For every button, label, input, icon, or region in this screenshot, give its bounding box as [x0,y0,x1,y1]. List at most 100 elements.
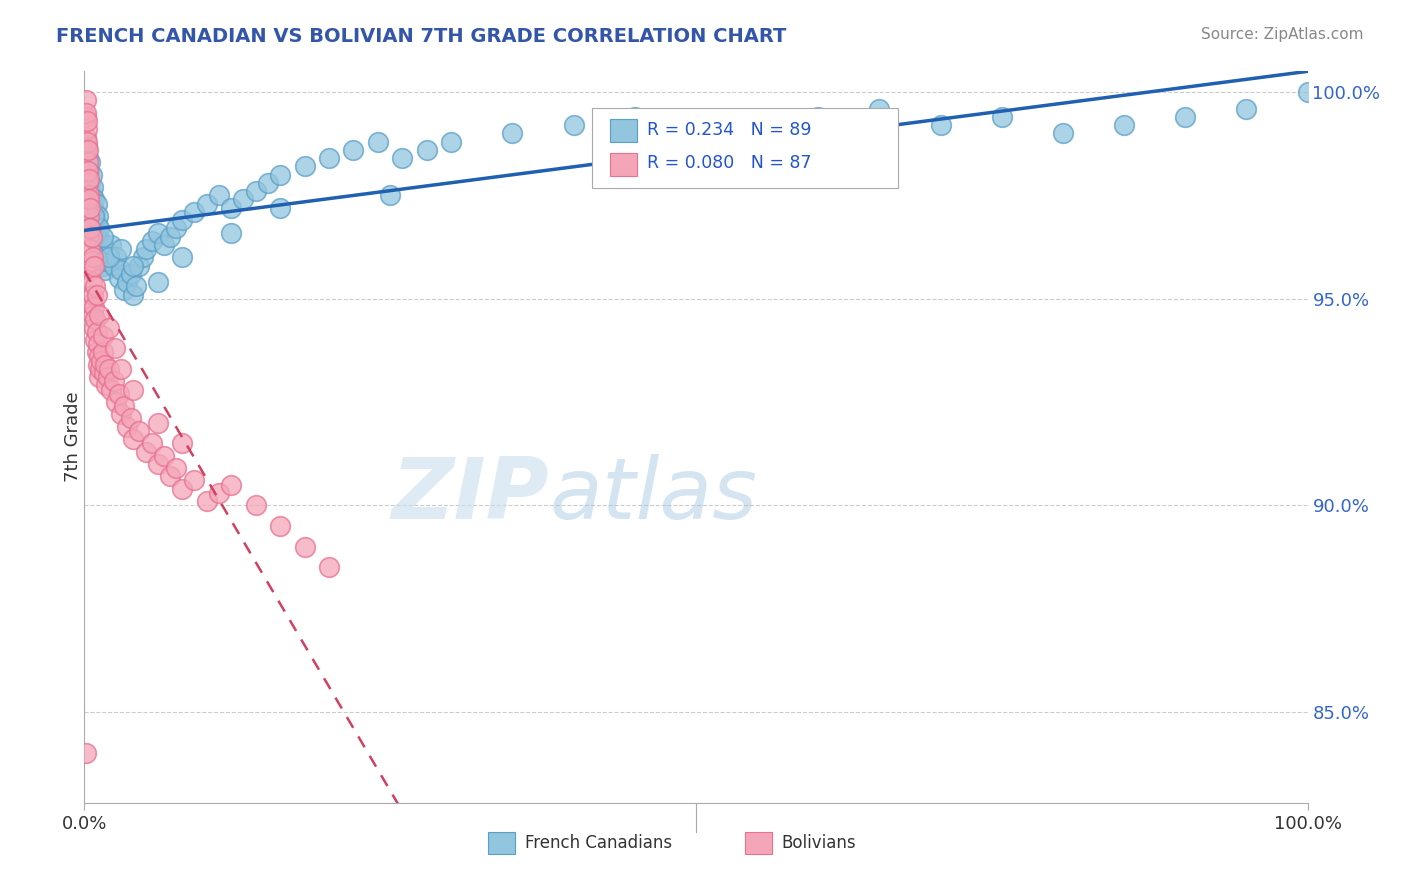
Point [82,287,104,301]
Point [83,300,105,314]
Point [159,229,181,244]
Text: R = 0.234   N = 89: R = 0.234 N = 89 [647,121,811,139]
Point [219,477,242,491]
Point [269,168,291,182]
Point [391,151,413,165]
Point [172,436,194,450]
Point [87,350,110,364]
Point [120,267,142,281]
Point [141,436,163,450]
Point [80,188,103,202]
Point [294,160,316,174]
Point [80,275,103,289]
Point [100,383,122,397]
Point [79,176,101,190]
Point [172,213,194,227]
Point [107,386,129,401]
Point [77,151,100,165]
Point [76,114,98,128]
Point [83,213,105,227]
Bar [610,119,637,143]
Point [991,110,1014,124]
Point [1174,110,1197,124]
Point [96,378,118,392]
Point [86,325,108,339]
Point [747,118,769,132]
Point [83,209,105,223]
Point [86,217,108,231]
Point [929,118,952,132]
Point [97,320,120,334]
Point [97,250,120,264]
Point [77,171,100,186]
Point [76,122,98,136]
Point [110,408,132,422]
Point [75,746,97,760]
Point [75,130,97,145]
Point [120,411,142,425]
Point [91,238,114,252]
Point [103,374,125,388]
Point [1114,118,1136,132]
Point [77,229,100,244]
Point [245,184,267,198]
Point [115,419,138,434]
Point [91,328,114,343]
Point [1052,126,1074,140]
Point [183,474,205,488]
Text: Source: ZipAtlas.com: Source: ZipAtlas.com [1201,27,1364,42]
Point [97,246,120,260]
Point [208,486,231,500]
Point [90,353,112,368]
Point [80,254,103,268]
Point [87,337,110,351]
Bar [610,153,637,176]
Point [97,370,120,384]
Point [89,254,111,268]
Point [294,540,316,554]
Point [94,262,117,277]
Point [87,229,110,244]
Point [146,416,169,430]
Point [87,242,110,256]
Point [77,163,100,178]
Point [135,444,157,458]
Point [107,271,129,285]
Point [76,135,98,149]
Point [79,221,101,235]
Point [110,262,132,277]
Point [82,180,104,194]
Point [122,259,145,273]
Point [75,155,97,169]
Point [80,168,103,182]
Point [318,151,340,165]
Point [84,312,107,326]
Point [77,171,100,186]
Text: French Canadians: French Canadians [524,834,672,852]
Point [96,254,118,268]
Point [146,275,169,289]
Point [86,196,108,211]
Bar [745,832,772,854]
Point [135,242,157,256]
Text: R = 0.080   N = 87: R = 0.080 N = 87 [647,153,811,172]
Point [165,221,187,235]
Point [115,275,138,289]
Point [122,383,145,397]
Point [257,176,280,190]
Point [219,201,242,215]
Point [112,399,135,413]
Point [183,205,205,219]
Point [83,320,105,334]
Point [77,193,100,207]
Point [76,138,98,153]
Point [80,295,103,310]
Point [122,432,145,446]
Point [342,143,364,157]
Point [869,102,891,116]
Text: atlas: atlas [550,454,758,537]
Point [269,201,291,215]
Point [87,209,110,223]
Point [318,560,340,574]
Point [380,188,402,202]
